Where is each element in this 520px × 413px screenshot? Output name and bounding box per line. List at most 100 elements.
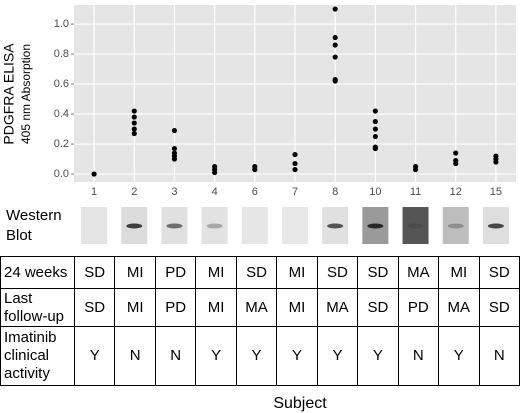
data-point bbox=[171, 145, 178, 152]
y-axis-label: PDGFRA ELISA bbox=[1, 43, 17, 145]
data-point bbox=[131, 120, 137, 126]
x-tick-label: 8 bbox=[332, 186, 338, 198]
table-cell: N bbox=[114, 326, 156, 386]
data-point bbox=[332, 54, 338, 60]
blot-label: Western Blot bbox=[6, 207, 62, 244]
data-point bbox=[493, 159, 499, 165]
table-cell: Y bbox=[357, 326, 399, 386]
table-cell: N bbox=[154, 326, 197, 386]
x-tick-label: 1 bbox=[91, 186, 97, 198]
table-cell: 24 weeks bbox=[0, 256, 75, 289]
data-point bbox=[332, 34, 338, 41]
blot-band bbox=[367, 223, 384, 229]
y-tick-label: 0.8 bbox=[54, 48, 69, 60]
table-cell: Y bbox=[316, 326, 359, 386]
blot bbox=[402, 207, 429, 244]
table-cell: MA bbox=[316, 288, 359, 327]
table-cell: MI bbox=[195, 256, 237, 289]
x-tick-label: 6 bbox=[252, 186, 258, 198]
table-cell: Y bbox=[73, 326, 116, 386]
table-cell: SD bbox=[357, 288, 399, 327]
data-point bbox=[131, 108, 137, 114]
data-point bbox=[372, 108, 378, 114]
data-point bbox=[212, 169, 218, 176]
table-row: Last follow-up SD MI PD MI MA MI MA SD PD MA SD bbox=[0, 288, 520, 327]
y-tick-label: 1.0 bbox=[54, 18, 69, 30]
table-row: 24 weeks SD MI PD MI SD MI SD SD MA MI SD bbox=[0, 256, 520, 289]
table-cell: Y bbox=[235, 326, 278, 386]
blot-band bbox=[206, 223, 223, 229]
table-cell: MA bbox=[397, 256, 440, 289]
table-cell: N bbox=[478, 326, 520, 386]
table-cell: MI bbox=[114, 288, 156, 327]
data-point bbox=[171, 156, 178, 162]
data-point bbox=[372, 118, 378, 125]
x-tick-label: 3 bbox=[171, 186, 177, 198]
x-tick-label: 7 bbox=[292, 186, 298, 198]
blot-band bbox=[407, 223, 424, 229]
table-cell: SD bbox=[73, 256, 116, 289]
chart: PDGFRA ELISA 405 nm Absorption 0.0 0.2 0.4… bbox=[1, 5, 516, 244]
blot bbox=[81, 207, 108, 244]
x-tick-label: 2 bbox=[131, 186, 137, 198]
y-tick-label: 0.0 bbox=[54, 168, 69, 180]
data-point bbox=[131, 114, 137, 120]
y-tick-label: 0.4 bbox=[54, 108, 69, 120]
table-cell: Last follow-up bbox=[0, 288, 75, 327]
data-point bbox=[372, 145, 378, 152]
y-axis-label: 405 nm Absorption bbox=[19, 44, 33, 144]
blot bbox=[201, 207, 228, 244]
table-cell: Y bbox=[438, 326, 480, 386]
data-point bbox=[453, 160, 459, 167]
data-point bbox=[131, 126, 137, 132]
data-point bbox=[91, 171, 97, 177]
table-cell: PD bbox=[154, 288, 197, 327]
table-cell: SD bbox=[478, 288, 520, 327]
table-cell: Y bbox=[276, 326, 318, 386]
x-tick-label: 15 bbox=[490, 186, 502, 198]
table-cell: SD bbox=[478, 256, 520, 289]
blot-band bbox=[447, 223, 464, 229]
table-cell: MA bbox=[438, 288, 480, 327]
table-cell: SD bbox=[73, 288, 116, 327]
data-point bbox=[412, 166, 419, 173]
table-cell: N bbox=[397, 326, 440, 386]
x-tick-label: 10 bbox=[369, 186, 381, 198]
table-cell: MA bbox=[235, 288, 278, 327]
data-point bbox=[292, 166, 298, 173]
x-axis-label: Subject bbox=[273, 395, 327, 412]
table-cell: MI bbox=[438, 256, 480, 289]
table-cell: MI bbox=[195, 288, 237, 327]
y-tick-label: 0.2 bbox=[54, 138, 69, 150]
data-point bbox=[332, 6, 338, 12]
table-cell: MI bbox=[114, 256, 156, 289]
data-point bbox=[292, 160, 298, 167]
data-point bbox=[252, 166, 258, 173]
blot-band bbox=[166, 223, 183, 229]
x-tick-label: 12 bbox=[450, 186, 462, 198]
table-cell: Imatinib clinical activity bbox=[0, 326, 75, 386]
x-tick-label: 4 bbox=[212, 186, 218, 198]
table-cell: SD bbox=[357, 256, 399, 289]
data-point bbox=[131, 130, 137, 137]
blot-band bbox=[126, 223, 143, 229]
data-point bbox=[171, 127, 178, 134]
data-point bbox=[332, 78, 338, 84]
table-cell: PD bbox=[397, 288, 440, 327]
data-point bbox=[372, 133, 378, 140]
blot bbox=[442, 207, 469, 244]
table-cell: MI bbox=[276, 256, 318, 289]
blot-band bbox=[327, 223, 344, 229]
data-point bbox=[372, 126, 378, 132]
table-cell: SD bbox=[235, 256, 278, 289]
blot bbox=[241, 207, 268, 244]
blot-band bbox=[487, 223, 504, 229]
data-point bbox=[292, 151, 298, 158]
table-cell: Y bbox=[195, 326, 237, 386]
table-cell: MI bbox=[276, 288, 318, 327]
table-row: Imatinib clinical activity Y N N Y Y Y Y Y N Y N bbox=[0, 326, 520, 386]
data-point bbox=[332, 42, 338, 48]
blot bbox=[282, 207, 308, 244]
y-tick-label: 0.6 bbox=[54, 78, 69, 90]
